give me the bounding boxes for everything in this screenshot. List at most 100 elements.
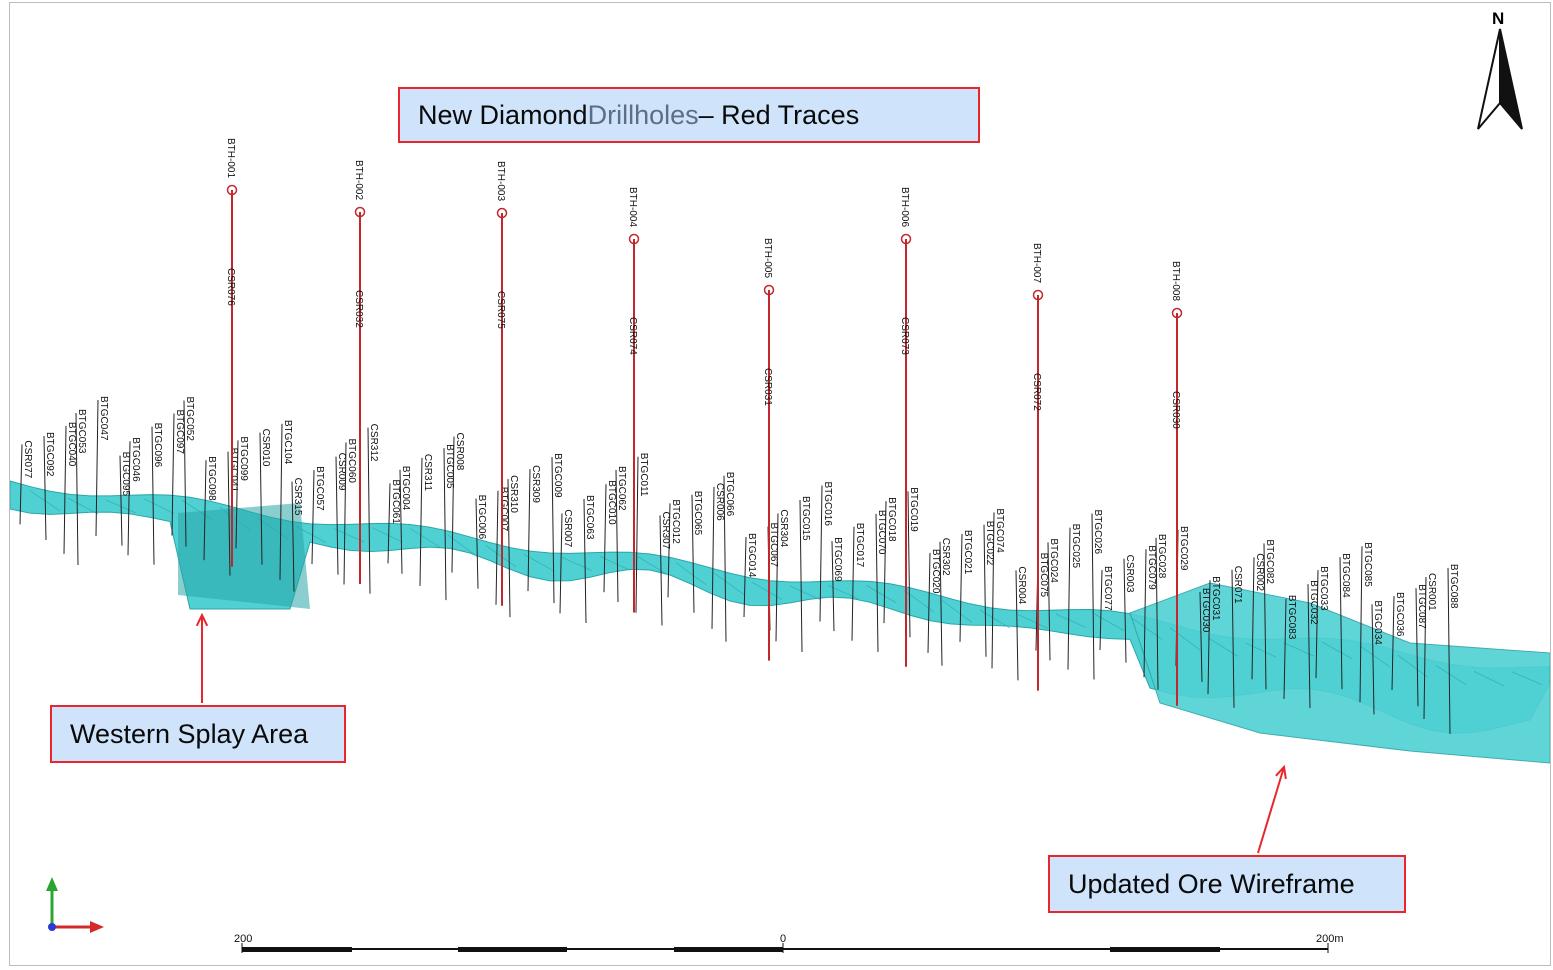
hole-label: BTGC057 xyxy=(314,466,325,511)
hole-label: CSR008 xyxy=(454,433,465,471)
wireframe-facet xyxy=(219,507,251,531)
hole-trace xyxy=(1315,570,1319,679)
collar-marker-icon xyxy=(496,207,508,219)
hole-trace xyxy=(19,444,23,525)
wireframe-facet xyxy=(1511,671,1543,686)
western-splay-arrow-icon xyxy=(195,612,209,703)
drillhole-btgc011: BTGC011 xyxy=(635,453,649,613)
hole-trace xyxy=(799,500,803,653)
drillhole-csr307: CSR307 xyxy=(659,511,671,626)
drillhole-btgc082: BTGC082 xyxy=(1263,539,1275,690)
new-hole-csr-label: CSR075 xyxy=(495,291,506,329)
wireframe-facet xyxy=(371,527,403,543)
new-hole-label: BTH-001 xyxy=(225,138,236,178)
hole-trace xyxy=(399,469,403,574)
new-hole-csr-label: CSR076 xyxy=(225,268,236,306)
hole-trace xyxy=(875,513,879,652)
hole-trace xyxy=(1207,580,1211,695)
hole-trace xyxy=(235,440,239,549)
hole-label: BTGC082 xyxy=(1264,539,1275,584)
drillhole-btgc083: BTGC083 xyxy=(1283,595,1297,699)
hole-label: BTGC020 xyxy=(930,549,941,594)
drillhole-btgc063: BTGC063 xyxy=(583,495,595,623)
drillhole-csr315: CSR315 xyxy=(291,478,303,592)
new-hole-bth-005: BTH-005 CSR031 xyxy=(762,238,775,661)
new-hole-bth-002: BTH-002 CSR032 xyxy=(353,160,366,584)
hole-label: BTGC029 xyxy=(1178,526,1189,571)
hole-label: BTGC095 xyxy=(120,452,131,497)
hole-label: BTGC019 xyxy=(908,487,919,532)
hole-label: BTGC034 xyxy=(1372,600,1383,645)
title-prefix: New Diamond xyxy=(418,99,588,130)
hole-trace xyxy=(907,491,911,638)
wireframe-facet xyxy=(1397,654,1429,678)
hole-label: BTGC031 xyxy=(1210,576,1221,621)
hole-trace xyxy=(991,512,995,669)
hole-trace xyxy=(227,451,231,576)
hole-trace xyxy=(1447,567,1451,734)
drillhole-btgc007: BTGC007 xyxy=(495,487,509,605)
hole-label: CSR315 xyxy=(292,478,303,516)
hole-trace xyxy=(1199,591,1203,682)
hole-trace xyxy=(1143,549,1147,678)
new-hole-label: BTH-008 xyxy=(1170,261,1181,301)
western-splay-callout: Western Splay Area xyxy=(50,705,346,763)
hole-label: BTGC092 xyxy=(44,432,55,477)
hole-label: BTGC017 xyxy=(854,523,865,568)
drillhole-btgc053: BTGC053 xyxy=(75,409,87,566)
hole-trace xyxy=(1307,584,1311,709)
wireframe-facet xyxy=(1359,645,1391,668)
hole-label: CSR001 xyxy=(1426,573,1437,611)
wireframe-facet xyxy=(1093,613,1125,631)
hole-label: BTGC063 xyxy=(584,495,595,540)
wireframe-facet xyxy=(675,562,707,585)
hole-trace xyxy=(959,533,963,642)
hole-label: CSR010 xyxy=(260,429,271,467)
hole-label: CSR304 xyxy=(778,509,789,547)
drillhole-btgc060: BTGC060 xyxy=(343,438,357,585)
drillhole-csr304: CSR304 xyxy=(775,509,789,642)
hole-trace xyxy=(1047,542,1051,661)
drillhole-btgc020: BTGC020 xyxy=(927,549,941,653)
title-suffix: – Red Traces xyxy=(698,99,860,130)
drillhole-btgc006: BTGC006 xyxy=(475,495,487,589)
drillhole-btgc074: BTGC074 xyxy=(991,508,1005,669)
hole-trace xyxy=(667,503,671,598)
hole-label: BTGC069 xyxy=(832,537,843,582)
hole-trace xyxy=(819,485,823,622)
drillhole-btgc069: BTGC069 xyxy=(831,537,843,632)
drillhole-btgc077: BTGC077 xyxy=(1099,566,1113,651)
hole-label: BTGC099 xyxy=(238,436,249,481)
hole-label: BTGC025 xyxy=(1070,524,1081,569)
hole-label: BTGC005 xyxy=(444,444,455,489)
drillhole-btgc052: BTGC052 xyxy=(183,396,195,547)
hole-label: BTGC052 xyxy=(184,396,195,441)
new-hole-csr-label: CSR074 xyxy=(627,317,638,355)
new-hole-csr-label: CSR073 xyxy=(899,317,910,355)
collar-marker-icon xyxy=(900,233,912,245)
drillhole-csr010: CSR010 xyxy=(259,429,271,565)
wireframe-facet xyxy=(637,556,669,576)
hole-trace xyxy=(1123,558,1127,663)
wireframe-facet xyxy=(1473,671,1505,687)
hole-label: CSR004 xyxy=(1016,566,1027,604)
drillhole-btgc061: BTGC061 xyxy=(387,479,401,564)
hole-trace xyxy=(615,470,619,603)
hole-trace xyxy=(259,432,263,565)
new-hole-bth-008: BTH-008 CSR030 xyxy=(1170,261,1183,706)
drillhole-btgc004: BTGC004 xyxy=(399,466,411,574)
new-hole-label: BTH-007 xyxy=(1031,243,1042,283)
ore-wireframe xyxy=(10,480,1550,764)
drillhole-btgc104: BTGC104 xyxy=(279,420,293,580)
drillhole-btgc021: BTGC021 xyxy=(959,530,973,642)
hole-label: BTGC018 xyxy=(886,497,897,542)
hole-trace xyxy=(443,448,447,601)
hole-label: BTGC088 xyxy=(1448,564,1459,609)
hole-label: BTGC066 xyxy=(724,472,735,517)
new-hole-bth-006: BTH-006 CSR073 xyxy=(899,187,912,667)
hole-label: CSR077 xyxy=(22,440,33,478)
north-label: N xyxy=(1492,9,1505,28)
drillhole-btgc014: BTGC014 xyxy=(743,533,757,617)
hole-trace xyxy=(851,526,855,641)
scale-bar xyxy=(241,943,1329,953)
